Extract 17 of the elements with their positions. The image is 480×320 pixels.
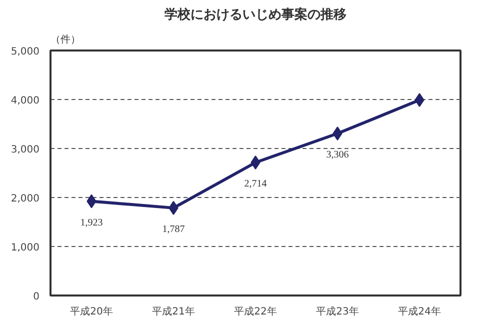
- x-tick-label: 平成20年: [70, 306, 113, 318]
- data-label: 1,787: [162, 224, 185, 235]
- y-tick-label: 5,000: [10, 46, 40, 58]
- y-tick-label: 0: [33, 292, 40, 302]
- y-tick-label: 2,000: [10, 194, 40, 204]
- chart-title: 学校におけるいじめ事案の推移: [164, 6, 346, 22]
- y-axis-title: （件）: [50, 34, 80, 46]
- data-label: 3,306: [326, 150, 349, 161]
- y-tick-label: 3,000: [10, 144, 40, 156]
- data-label: 1,923: [80, 217, 103, 228]
- x-tick-label: 平成24年: [398, 306, 441, 318]
- data-label: 2,714: [244, 178, 267, 190]
- x-tick-label: 平成22年: [234, 306, 277, 318]
- x-tick-label: 平成21年: [152, 306, 195, 318]
- y-tick-label: 4,000: [10, 96, 40, 106]
- x-tick-label: 平成23年: [316, 306, 359, 318]
- y-tick-label: 1,000: [10, 242, 40, 254]
